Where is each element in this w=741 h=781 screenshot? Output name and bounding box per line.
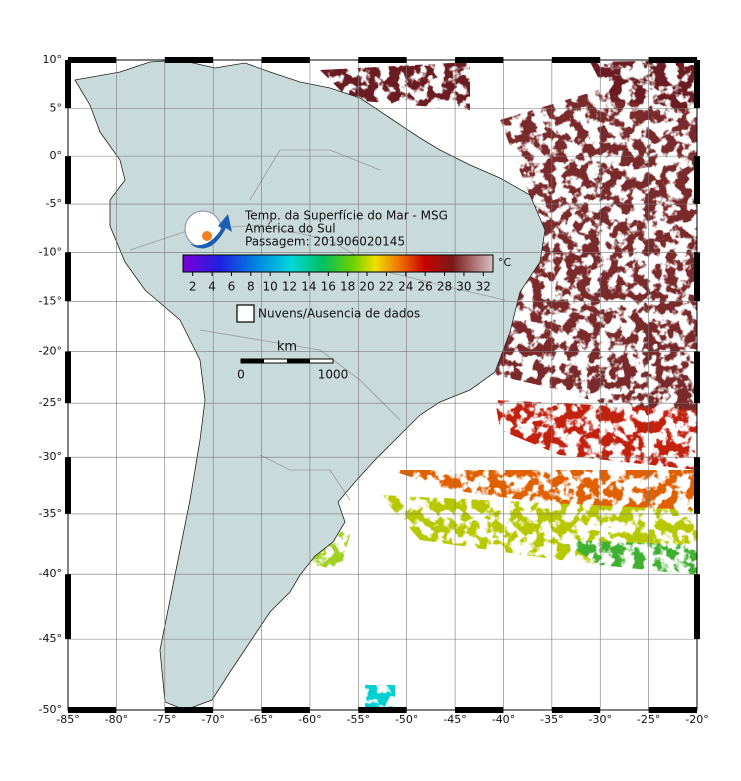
colorbar-tick-label: 6	[228, 280, 236, 294]
lon-tick-label: -80°	[105, 713, 128, 726]
scale-unit: km	[277, 340, 297, 355]
colorbar-tick-label: 4	[208, 280, 216, 294]
colorbar-tick-label: 32	[476, 280, 491, 294]
colorbar-tick-label: 12	[282, 280, 297, 294]
lat-tick-label: -25°	[39, 396, 62, 409]
lon-tick-label: -30°	[588, 713, 611, 726]
borders	[129, 149, 506, 501]
colorbar-tick-label: 10	[263, 280, 278, 294]
legend-label: Nuvens/Ausencia de dados	[258, 307, 420, 321]
colorbar-tick-label: 22	[379, 280, 394, 294]
colorbar-ticks: 2 4 6 8 10 12 14 16 18 20 22 24 26 28 30 32	[189, 272, 491, 294]
colorbar-tick-label: 20	[359, 280, 374, 294]
lon-tick-label: -20°	[685, 713, 708, 726]
colorbar-tick-label: 16	[321, 280, 336, 294]
lon-tick-label: -25°	[637, 713, 660, 726]
colorbar-tick-label: 14	[301, 280, 316, 294]
lon-tick-label: -65°	[250, 713, 273, 726]
frame	[67, 59, 698, 711]
lat-tick-label: -20°	[39, 344, 62, 357]
legend-swatch	[236, 304, 255, 323]
lon-tick-label: -75°	[153, 713, 176, 726]
lon-tick-label: -70°	[201, 713, 224, 726]
scale-bar	[240, 358, 334, 364]
scale-label: 0	[237, 368, 245, 382]
colorbar-tick-label: 8	[247, 280, 255, 294]
lat-tick-label: -15°	[39, 294, 62, 307]
title-line: América do Sul	[245, 222, 336, 236]
colorbar-tick-label: 30	[456, 280, 471, 294]
lat-tick-label: -30°	[39, 450, 62, 463]
colorbar-tick-label: 2	[189, 280, 197, 294]
title-line: Passagem: 201906020145	[245, 235, 405, 249]
colorbar-unit: °C	[498, 256, 512, 269]
title-line: Temp. da Superfície do Mar - MSG	[244, 209, 448, 223]
lon-tick-label: -55°	[347, 713, 370, 726]
colorbar-tick-label: 28	[437, 280, 452, 294]
lon-tick-label: -85°	[56, 713, 79, 726]
lat-tick-label: -50°	[39, 703, 62, 716]
lon-tick-label: -50°	[395, 713, 418, 726]
lon-tick-label: -60°	[298, 713, 321, 726]
colorbar-tick-label: 26	[418, 280, 433, 294]
lat-tick-label: -5°	[46, 197, 62, 210]
map-body	[74, 60, 697, 710]
lat-tick-label: 10°	[43, 53, 63, 66]
lat-tick-label: -45°	[39, 632, 62, 645]
lat-tick-label: -10°	[39, 245, 62, 258]
sst-field	[310, 60, 697, 710]
lat-tick-label: 5°	[50, 101, 63, 114]
lon-tick-label: -45°	[443, 713, 466, 726]
lon-tick-label: -35°	[540, 713, 563, 726]
colorbar-tick-label: 18	[340, 280, 355, 294]
lat-tick-label: 0°	[50, 149, 63, 162]
logo	[184, 210, 232, 249]
lat-tick-label: -35°	[39, 507, 62, 520]
lon-tick-label: -40°	[492, 713, 515, 726]
scale-label: 1000	[318, 368, 349, 382]
lat-tick-label: -40°	[39, 567, 62, 580]
colorbar	[182, 254, 494, 273]
colorbar-tick-label: 24	[398, 280, 413, 294]
